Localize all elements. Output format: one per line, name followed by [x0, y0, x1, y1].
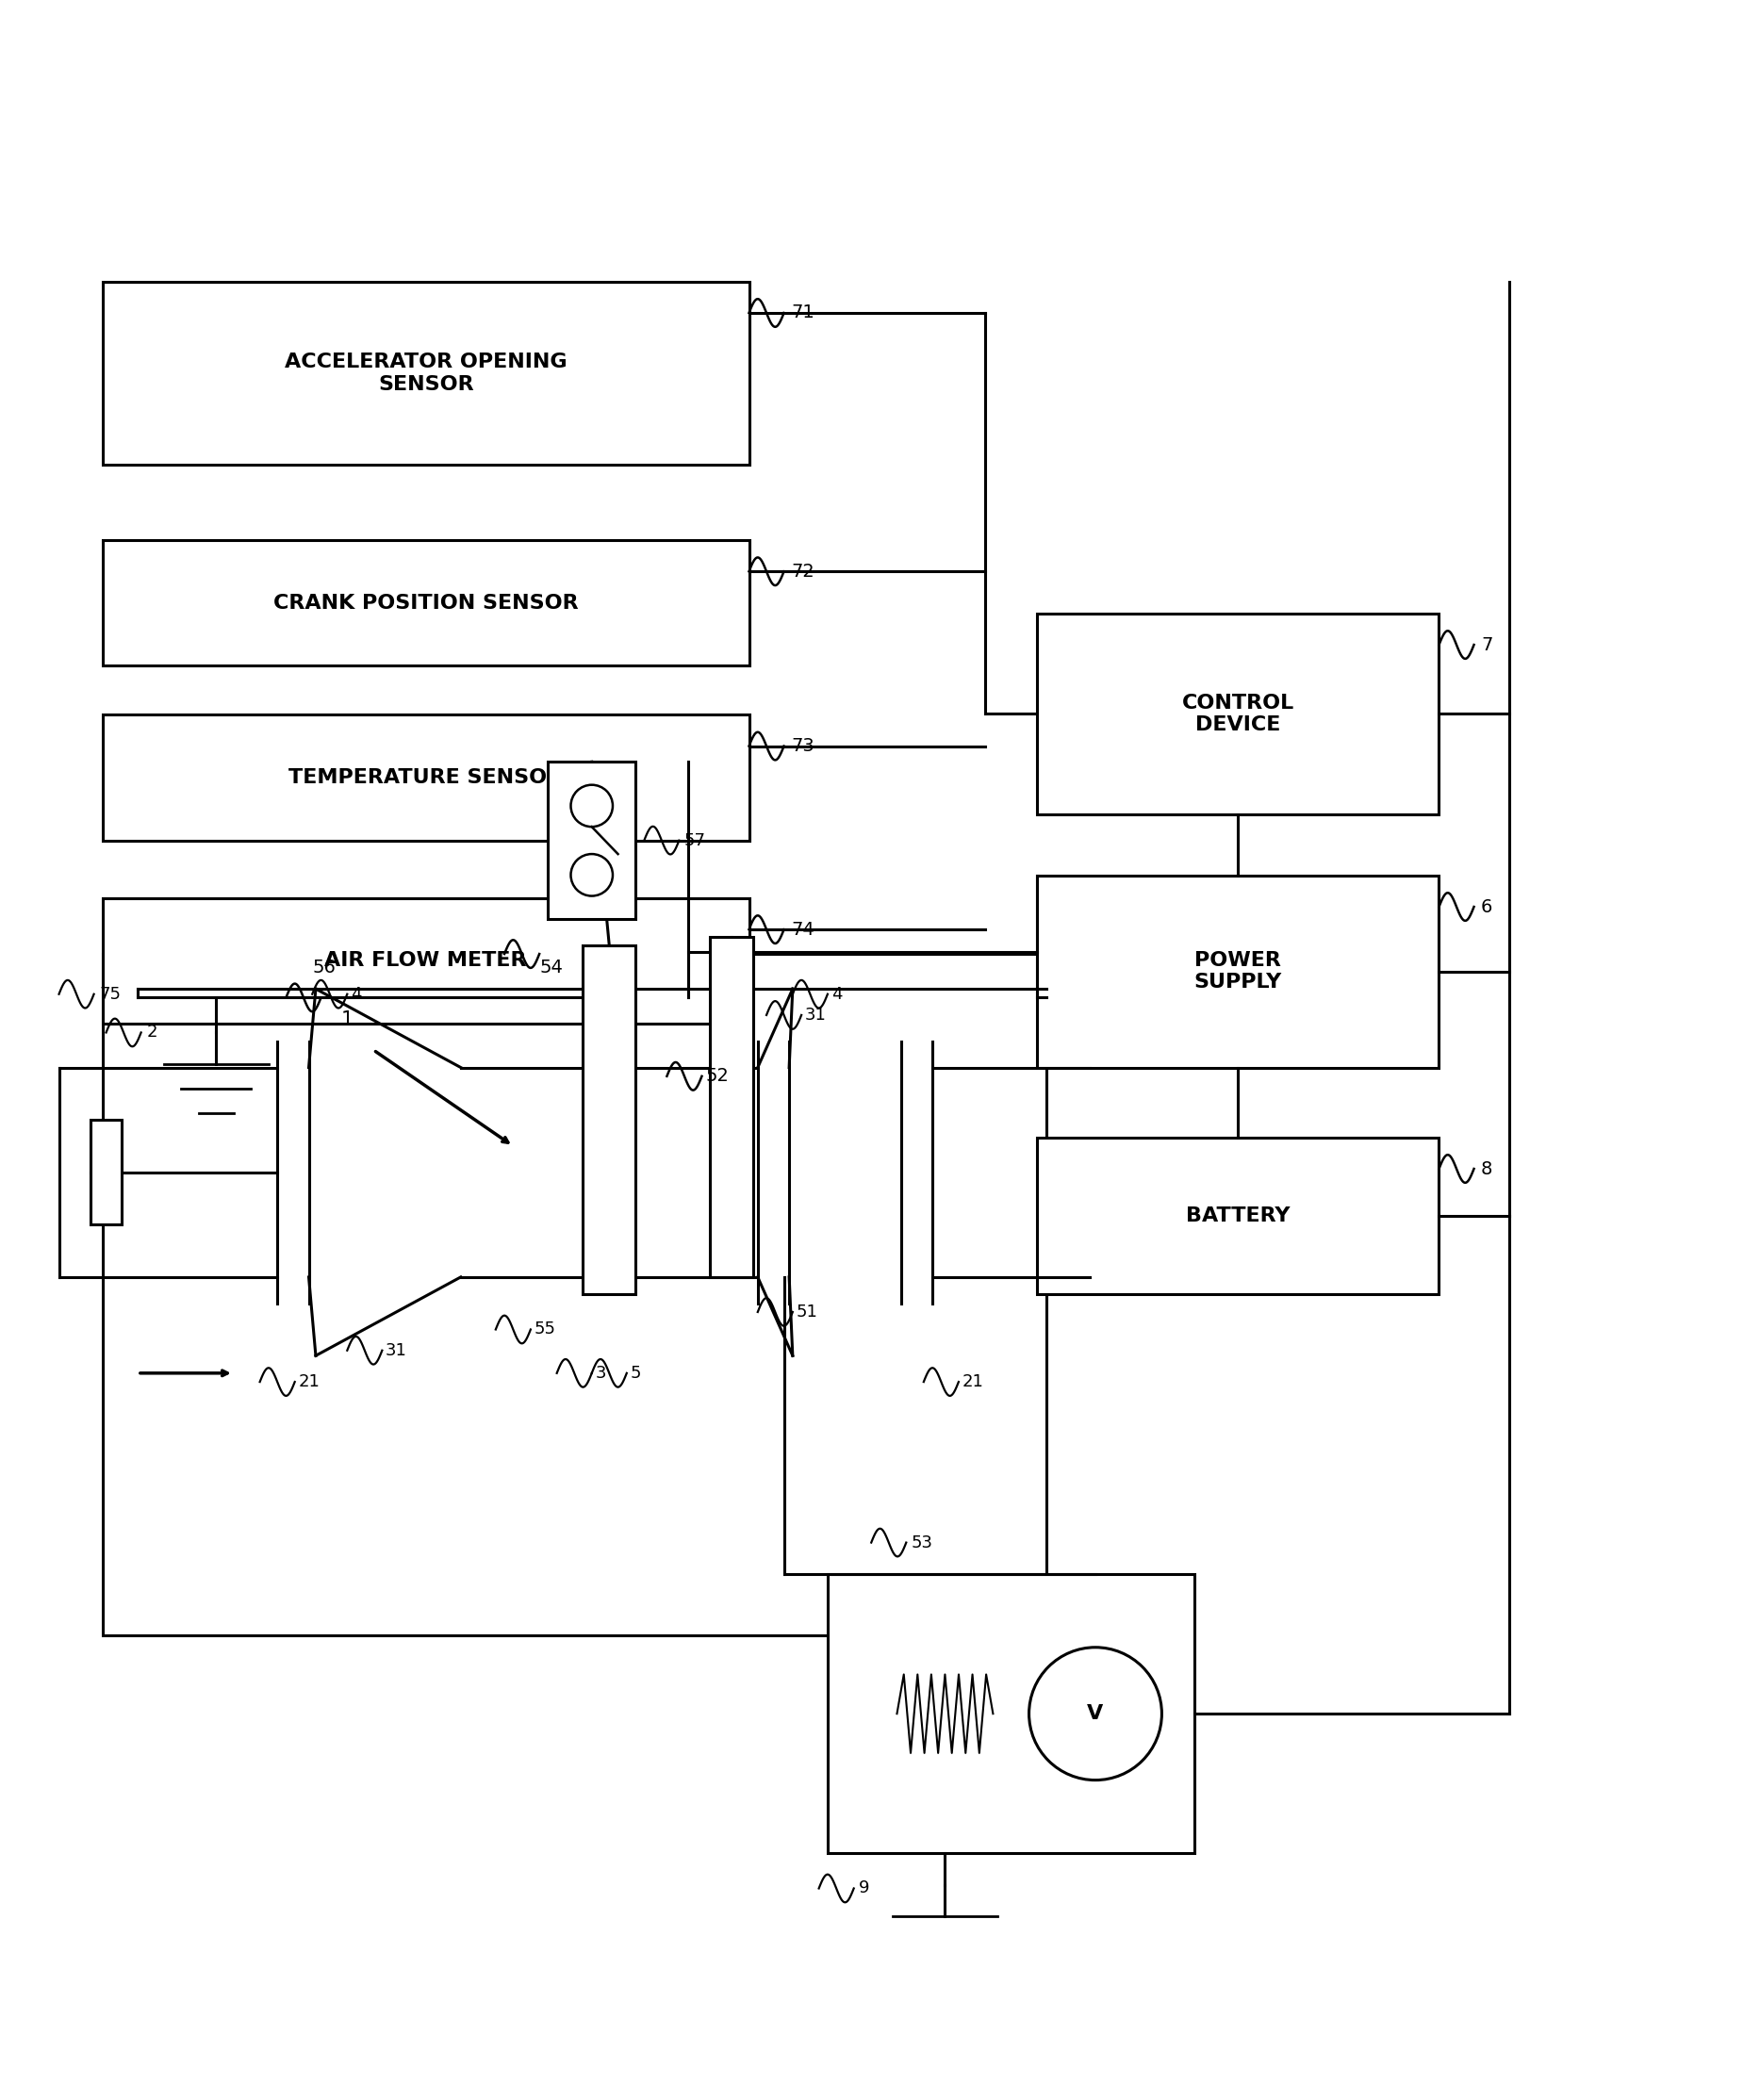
Text: 74: 74	[790, 920, 815, 939]
Bar	[583, 945, 635, 1294]
Text: 5: 5	[630, 1365, 641, 1382]
Text: 7: 7	[1480, 636, 1492, 653]
Bar	[547, 762, 635, 920]
Circle shape	[1030, 1646, 1162, 1781]
Text: CRANK POSITION SENSOR: CRANK POSITION SENSOR	[273, 594, 579, 613]
Bar	[102, 953, 1045, 1636]
Text: 73: 73	[790, 737, 815, 756]
Text: 56: 56	[312, 960, 336, 976]
Text: 1: 1	[341, 1010, 354, 1029]
Text: 8: 8	[1480, 1159, 1492, 1178]
Bar	[1037, 613, 1440, 815]
Text: 51: 51	[796, 1304, 818, 1321]
Bar	[1037, 1138, 1440, 1294]
Text: ACCELERATOR OPENING
SENSOR: ACCELERATOR OPENING SENSOR	[285, 353, 567, 393]
Text: POWER
SUPPLY: POWER SUPPLY	[1195, 951, 1281, 991]
Bar	[827, 1575, 1195, 1854]
Text: V: V	[1088, 1705, 1104, 1724]
Circle shape	[570, 785, 612, 827]
Text: 6: 6	[1480, 899, 1492, 916]
Text: 72: 72	[790, 563, 815, 580]
Bar	[709, 937, 753, 1277]
Text: 21: 21	[297, 1373, 320, 1390]
Text: 2: 2	[146, 1025, 157, 1042]
Bar	[102, 281, 750, 464]
Text: 52: 52	[706, 1067, 729, 1086]
Text: CONTROL
DEVICE: CONTROL DEVICE	[1183, 693, 1294, 735]
Text: 4: 4	[350, 985, 361, 1002]
Text: 75: 75	[99, 985, 121, 1002]
Text: 54: 54	[539, 960, 563, 976]
Text: 3: 3	[595, 1365, 605, 1382]
Bar	[1037, 876, 1440, 1067]
Text: 21: 21	[963, 1373, 984, 1390]
Text: 31: 31	[804, 1006, 827, 1023]
Bar	[102, 540, 750, 666]
Text: 53: 53	[912, 1535, 933, 1552]
Bar	[102, 714, 750, 840]
Text: 57: 57	[685, 832, 706, 848]
Text: BATTERY: BATTERY	[1186, 1208, 1290, 1226]
Text: 4: 4	[831, 985, 841, 1002]
Bar	[90, 1119, 121, 1224]
Bar	[102, 899, 750, 1025]
Text: AIR FLOW METER: AIR FLOW METER	[324, 951, 526, 970]
Text: 55: 55	[533, 1321, 556, 1338]
Text: 31: 31	[385, 1342, 407, 1359]
Text: 9: 9	[859, 1880, 869, 1896]
Text: TEMPERATURE SENSOR: TEMPERATURE SENSOR	[289, 769, 563, 788]
Text: 71: 71	[790, 304, 815, 321]
Circle shape	[570, 855, 612, 897]
